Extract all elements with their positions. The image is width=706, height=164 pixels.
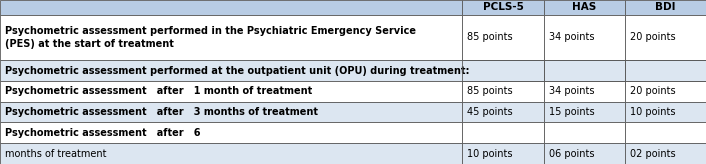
Text: 10 points: 10 points — [467, 149, 513, 159]
Text: BDI: BDI — [655, 2, 676, 12]
Text: 02 points: 02 points — [630, 149, 676, 159]
Bar — [462, 81, 544, 102]
Bar — [625, 123, 706, 143]
Text: Psychometric assessment performed in the Psychiatric Emergency Service
(PES) at : Psychometric assessment performed in the… — [5, 26, 416, 49]
Text: Psychometric assessment performed at the outpatient unit (OPU) during treatment:: Psychometric assessment performed at the… — [5, 66, 469, 76]
Bar — [0, 15, 462, 60]
Text: HAS: HAS — [572, 2, 597, 12]
Bar — [544, 123, 625, 143]
Bar — [462, 15, 544, 60]
Text: months of treatment: months of treatment — [5, 149, 107, 159]
Bar — [625, 81, 706, 102]
Text: 85 points: 85 points — [467, 86, 513, 96]
Bar — [0, 0, 462, 15]
Bar — [625, 102, 706, 123]
Bar — [625, 143, 706, 164]
Bar — [462, 60, 544, 81]
Bar — [544, 60, 625, 81]
Text: Psychometric assessment   after   6: Psychometric assessment after 6 — [5, 128, 201, 138]
Bar — [462, 123, 544, 143]
Bar — [0, 123, 462, 143]
Bar — [625, 60, 706, 81]
Bar — [544, 102, 625, 123]
Bar — [0, 102, 462, 123]
Text: 45 points: 45 points — [467, 107, 513, 117]
Bar — [462, 102, 544, 123]
Text: Psychometric assessment   after   3 months of treatment: Psychometric assessment after 3 months o… — [5, 107, 318, 117]
Bar — [544, 143, 625, 164]
Bar — [544, 0, 625, 15]
Text: 06 points: 06 points — [549, 149, 594, 159]
Text: 20 points: 20 points — [630, 86, 676, 96]
Text: 15 points: 15 points — [549, 107, 594, 117]
Bar — [462, 0, 544, 15]
Text: 20 points: 20 points — [630, 32, 676, 42]
Text: 10 points: 10 points — [630, 107, 675, 117]
Text: 34 points: 34 points — [549, 32, 594, 42]
Text: Psychometric assessment   after   1 month of treatment: Psychometric assessment after 1 month of… — [5, 86, 312, 96]
Bar — [544, 15, 625, 60]
Text: 85 points: 85 points — [467, 32, 513, 42]
Bar — [462, 143, 544, 164]
Bar — [0, 143, 462, 164]
Text: 34 points: 34 points — [549, 86, 594, 96]
Text: PCLS-5: PCLS-5 — [483, 2, 523, 12]
Bar — [625, 0, 706, 15]
Bar — [0, 81, 462, 102]
Bar — [625, 15, 706, 60]
Bar — [0, 60, 706, 81]
Bar — [544, 81, 625, 102]
